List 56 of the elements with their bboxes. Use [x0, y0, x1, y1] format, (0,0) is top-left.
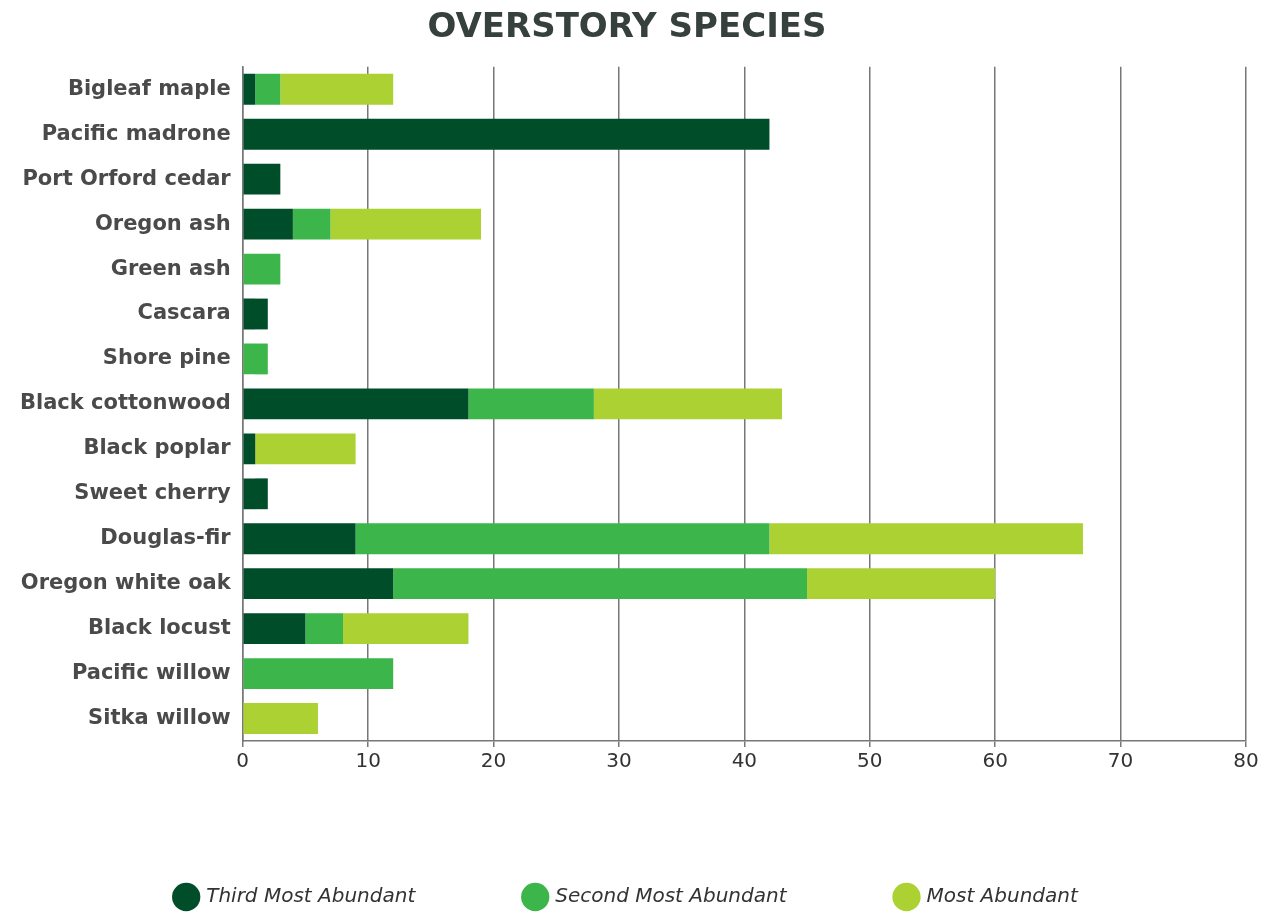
bar	[243, 703, 318, 734]
y-tick-label: Black poplar	[83, 435, 232, 460]
bar	[330, 208, 481, 240]
x-tick-label: 30	[606, 748, 632, 773]
x-tick-label: 20	[480, 748, 507, 773]
bar	[468, 388, 594, 420]
legend-label: Third Most Abundant	[206, 883, 417, 908]
y-tick-label: Black locust	[88, 615, 231, 640]
bar	[305, 613, 344, 645]
y-tick-label: Sitka willow	[88, 704, 231, 729]
bar	[280, 73, 394, 105]
x-tick-label: 0	[236, 748, 250, 773]
y-tick-label: Sweet cherry	[74, 480, 232, 505]
bar	[243, 118, 770, 150]
bar	[255, 433, 356, 465]
chart-title: OVERSTORY SPECIES	[427, 5, 827, 46]
legend-label: Second Most Abundant	[555, 883, 788, 908]
bar	[355, 523, 770, 555]
bar	[292, 208, 331, 240]
x-tick-label: 40	[731, 748, 758, 773]
bar	[243, 163, 281, 195]
y-tick-label: Pacific willow	[71, 660, 231, 685]
x-tick-label: 80	[1233, 748, 1259, 773]
y-tick-label: Black cottonwood	[20, 390, 231, 415]
bar	[243, 388, 469, 420]
y-tick-label: Pacific madrone	[41, 120, 231, 145]
y-tick-label: Shore pine	[102, 345, 231, 370]
bar	[243, 523, 356, 555]
bar	[243, 343, 268, 375]
y-tick-label: Douglas-fir	[100, 525, 232, 550]
bar	[343, 613, 469, 645]
y-tick-label: Port Orford cedar	[22, 165, 232, 190]
y-tick-label: Oregon ash	[94, 210, 231, 235]
bar	[243, 478, 268, 510]
y-tick-label: Oregon white oak	[20, 570, 232, 595]
x-tick-label: 50	[857, 748, 883, 773]
bar	[243, 613, 306, 645]
bar	[243, 208, 293, 240]
bar	[243, 658, 394, 689]
x-tick-label: 10	[355, 748, 381, 773]
bar	[255, 73, 281, 105]
y-tick-label: Green ash	[110, 255, 231, 280]
y-tick-label: Bigleaf maple	[67, 75, 231, 100]
bar	[243, 298, 268, 330]
x-tick-label: 60	[982, 748, 1008, 773]
x-tick-label: 70	[1107, 748, 1134, 773]
bar	[807, 568, 996, 600]
y-tick-label: Cascara	[137, 300, 231, 325]
bar	[243, 253, 281, 285]
bar	[243, 73, 256, 105]
legend-label: Most Abundant	[926, 883, 1079, 908]
bar	[243, 433, 256, 465]
bar	[769, 523, 1083, 555]
bar	[393, 568, 808, 600]
bar	[593, 388, 782, 420]
bar	[243, 568, 394, 600]
